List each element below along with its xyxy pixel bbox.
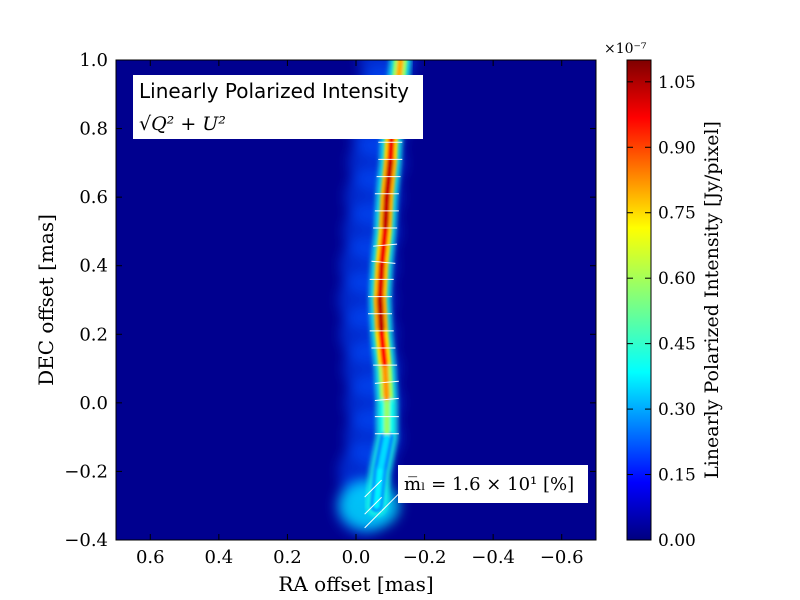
jet-ridge-core — [373, 468, 383, 509]
evpa-vector — [373, 243, 398, 247]
jet-ridge-core — [378, 331, 389, 372]
colorbar-tick-label: 1.05 — [658, 73, 696, 93]
evpa-vector — [374, 380, 399, 384]
colorbar-gradient — [626, 59, 652, 541]
colorbar-ticks: 0.00 0.15 0.30 0.45 0.60 0.75 0.90 1.05 — [627, 73, 696, 551]
jet-ridge-core — [377, 262, 385, 303]
y-tick-label: −0.4 — [64, 530, 108, 551]
annotation-title: Linearly Polarized Intensity — [139, 79, 409, 103]
y-tick-label: 1.0 — [79, 50, 108, 71]
jet-ridge-core — [377, 434, 390, 475]
x-tick-label: −0.6 — [540, 547, 584, 568]
colorbar-tick-label: 0.45 — [658, 335, 696, 355]
colorbar-multiplier: ×10⁻⁷ — [604, 41, 647, 57]
colorbar-tick-label: 0.75 — [658, 204, 696, 224]
y-axis-ticks: −0.4 −0.2 0.0 0.2 0.4 0.6 0.8 1.0 — [64, 50, 596, 551]
x-tick-label: 0.4 — [205, 547, 234, 568]
y-tick-label: 0.4 — [79, 256, 108, 277]
jet-ridge-core — [382, 365, 390, 406]
y-tick-label: 0.6 — [79, 187, 108, 208]
x-tick-label: 0.0 — [342, 547, 371, 568]
colorbar-tick-label: 0.00 — [658, 531, 696, 551]
jet-ridge-core — [383, 159, 394, 201]
y-tick-label: 0.8 — [79, 119, 108, 140]
x-axis-ticks: 0.6 0.4 0.2 0.0 −0.2 −0.4 −0.6 — [136, 60, 584, 568]
stat-annotation: m̅ₗ = 1.6 × 10¹ [%] — [398, 465, 588, 503]
evpa-vectors — [364, 128, 403, 529]
colorbar-tick-label: 0.30 — [658, 400, 696, 420]
jet-ridge-core — [382, 194, 390, 235]
evpa-vector — [381, 493, 400, 512]
evpa-vector — [364, 496, 382, 515]
colorbar-tick-label: 0.90 — [658, 138, 696, 158]
jet-ridge-core — [377, 297, 385, 338]
y-axis-label: DEC offset [mas] — [34, 214, 58, 386]
title-annotation: Linearly Polarized Intensity √Q² + U² — [133, 75, 423, 139]
x-tick-label: 0.6 — [136, 547, 165, 568]
x-tick-label: −0.4 — [471, 547, 515, 568]
colorbar-tick-label: 0.60 — [658, 269, 696, 289]
evpa-vector — [371, 260, 396, 264]
colorbar-label: Linearly Polarized Intensity [Jy/pixel] — [701, 121, 723, 479]
evpa-vector — [374, 397, 399, 401]
colorbar-tick-label: 0.15 — [658, 466, 696, 486]
y-tick-label: 0.2 — [79, 324, 108, 345]
title-annotation-box — [133, 75, 423, 139]
evpa-vector — [364, 510, 382, 529]
annotation-formula: √Q² + U² — [139, 113, 226, 135]
jet-ridge-core — [378, 228, 389, 269]
x-axis-label: RA offset [mas] — [278, 572, 433, 596]
y-tick-label: −0.2 — [64, 461, 108, 482]
evpa-vector — [364, 479, 382, 498]
y-tick-label: 0.0 — [79, 393, 108, 414]
x-tick-label: −0.2 — [403, 547, 447, 568]
x-tick-label: 0.2 — [273, 547, 302, 568]
stat-annotation-box — [398, 465, 588, 503]
annotation-stat: m̅ₗ = 1.6 × 10¹ [%] — [404, 474, 574, 495]
colorbar: 0.00 0.15 0.30 0.45 0.60 0.75 0.90 1.05 ×10⁻⁷ L… — [604, 41, 723, 551]
